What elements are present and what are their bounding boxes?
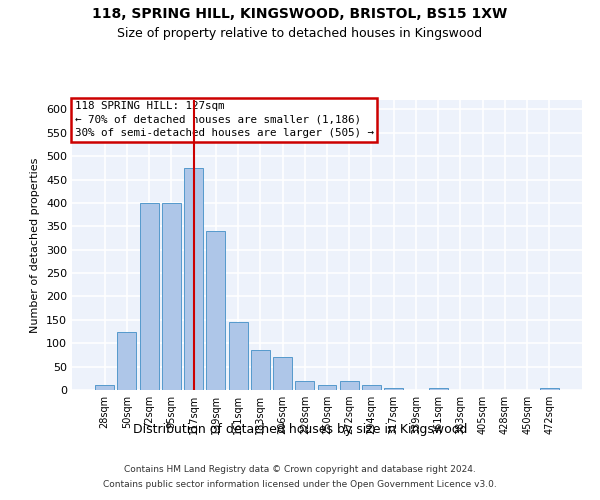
Text: Contains HM Land Registry data © Crown copyright and database right 2024.: Contains HM Land Registry data © Crown c… xyxy=(124,465,476,474)
Text: Size of property relative to detached houses in Kingswood: Size of property relative to detached ho… xyxy=(118,28,482,40)
Text: 118, SPRING HILL, KINGSWOOD, BRISTOL, BS15 1XW: 118, SPRING HILL, KINGSWOOD, BRISTOL, BS… xyxy=(92,8,508,22)
Bar xyxy=(540,388,559,390)
Bar xyxy=(184,168,203,390)
Bar xyxy=(429,388,448,390)
Bar xyxy=(118,332,136,390)
Text: 118 SPRING HILL: 127sqm
← 70% of detached houses are smaller (1,186)
30% of semi: 118 SPRING HILL: 127sqm ← 70% of detache… xyxy=(74,102,374,138)
Bar xyxy=(295,380,314,390)
Bar xyxy=(251,350,270,390)
Text: Distribution of detached houses by size in Kingswood: Distribution of detached houses by size … xyxy=(133,422,467,436)
Bar xyxy=(317,386,337,390)
Bar xyxy=(140,203,158,390)
Bar xyxy=(206,231,225,390)
Bar xyxy=(229,322,248,390)
Bar xyxy=(340,380,359,390)
Bar xyxy=(384,388,403,390)
Bar xyxy=(273,358,292,390)
Bar xyxy=(362,386,381,390)
Bar xyxy=(95,386,114,390)
Text: Contains public sector information licensed under the Open Government Licence v3: Contains public sector information licen… xyxy=(103,480,497,489)
Y-axis label: Number of detached properties: Number of detached properties xyxy=(31,158,40,332)
Bar xyxy=(162,203,181,390)
